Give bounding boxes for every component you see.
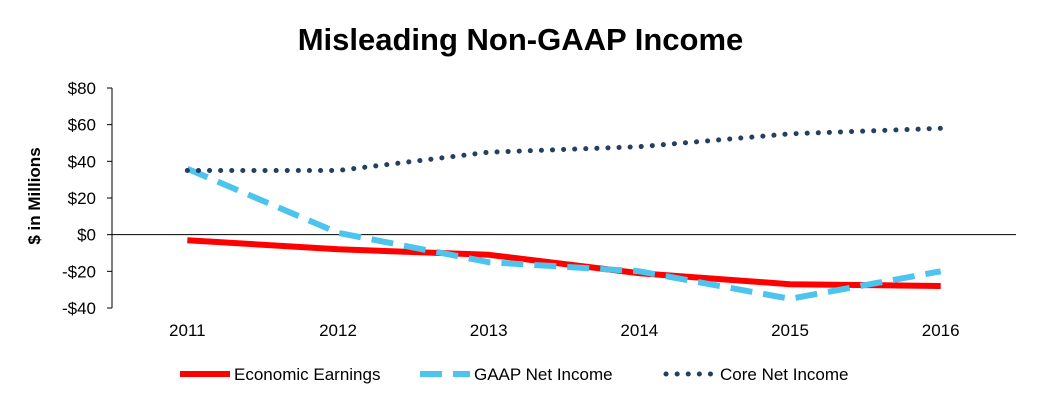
- x-tick-label: 2016: [922, 321, 960, 340]
- legend-label: GAAP Net Income: [474, 365, 613, 384]
- y-tick-label: -$20: [62, 262, 96, 281]
- x-tick-label: 2013: [470, 321, 508, 340]
- y-tick-label: $80: [68, 79, 96, 98]
- y-axis-title: $ in Millions: [25, 147, 44, 244]
- x-tick-label: 2012: [319, 321, 357, 340]
- y-tick-label: $60: [68, 116, 96, 135]
- series-line-economic-earnings: [187, 237, 941, 289]
- y-tick-label: $40: [68, 152, 96, 171]
- x-tick-label: 2014: [620, 321, 658, 340]
- series-line-gaap-net-income: [186, 165, 942, 302]
- series-line-core-net-income: [184, 125, 944, 173]
- x-tick-label: 2011: [169, 321, 206, 340]
- series-layer: [184, 125, 944, 302]
- chart-title: Misleading Non-GAAP Income: [297, 22, 744, 57]
- y-tick-label: $20: [68, 189, 96, 208]
- x-tick-label: 2015: [771, 321, 809, 340]
- legend-label: Economic Earnings: [234, 365, 380, 384]
- legend-label: Core Net Income: [720, 365, 849, 384]
- chart-axes: -$40 -$20 $0 $20 $40 $60 $80 2011 2012 2013 2014 20…: [25, 79, 1016, 340]
- y-tick-label: -$40: [62, 299, 96, 318]
- y-tick-label: $0: [77, 226, 96, 245]
- chart-legend: Economic Earnings GAAP Net Income Core Net…: [180, 365, 849, 384]
